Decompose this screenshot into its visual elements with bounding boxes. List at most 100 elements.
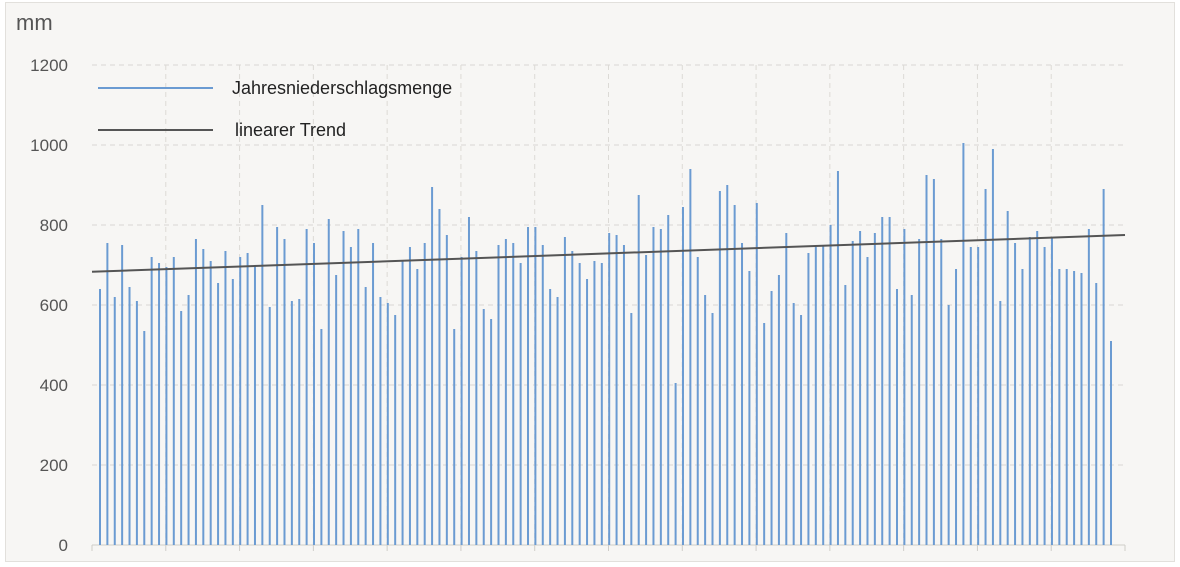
bar-88	[748, 271, 751, 545]
bar-74	[645, 255, 648, 545]
bar-52	[482, 309, 485, 545]
bar-6	[143, 331, 146, 545]
bar-70	[615, 235, 618, 545]
bar-134	[1087, 229, 1090, 545]
y-tick-label-6: 1200	[30, 56, 68, 75]
bar-89	[755, 203, 758, 545]
y-tick-label-0: 0	[59, 536, 68, 555]
bar-50	[467, 217, 470, 545]
y-tick-label-4: 800	[40, 216, 68, 235]
bar-125	[1021, 269, 1024, 545]
legend-label-precipitation: Jahresniederschlagsmenge	[232, 78, 452, 98]
bar-65	[578, 263, 581, 545]
bar-55	[504, 239, 507, 545]
bar-81	[696, 257, 699, 545]
bar-64	[571, 251, 574, 545]
bar-5	[135, 301, 138, 545]
bar-113	[932, 179, 935, 545]
bar-57	[519, 263, 522, 545]
bar-39	[386, 303, 389, 545]
bar-47	[445, 235, 448, 545]
bar-60	[541, 245, 544, 545]
bar-14	[202, 249, 205, 545]
bar-51	[475, 251, 478, 545]
bar-67	[593, 261, 596, 545]
bar-15	[209, 261, 212, 545]
trend-line	[91, 234, 1126, 273]
bar-45	[431, 187, 434, 545]
bar-62	[556, 297, 559, 545]
bar-87	[741, 243, 744, 545]
bar-135	[1095, 283, 1098, 545]
y-unit-label: mm	[16, 10, 53, 35]
bar-117	[962, 143, 965, 545]
bar-16	[217, 283, 220, 545]
bar-116	[955, 269, 958, 545]
bar-101	[844, 285, 847, 545]
bar-131	[1065, 269, 1068, 545]
bar-37	[372, 243, 375, 545]
bar-111	[918, 239, 921, 545]
bar-83	[711, 313, 714, 545]
bar-34	[349, 247, 352, 545]
bar-18	[231, 279, 234, 545]
bar-49	[460, 257, 463, 545]
bar-17	[224, 251, 227, 545]
bar-123	[1006, 211, 1009, 545]
bar-71	[622, 245, 625, 545]
bar-61	[549, 289, 552, 545]
bar-43	[416, 269, 419, 545]
bar-96	[807, 253, 810, 545]
bar-108	[895, 289, 898, 545]
bar-107	[888, 217, 891, 545]
bar-132	[1073, 271, 1076, 545]
bar-104	[866, 257, 869, 545]
bar-2	[113, 297, 116, 545]
bar-94	[792, 303, 795, 545]
bar-115	[947, 305, 950, 545]
bar-110	[910, 295, 913, 545]
bar-19	[239, 257, 242, 545]
bar-54	[497, 245, 500, 545]
bar-103	[859, 231, 862, 545]
bar-97	[814, 247, 817, 545]
bar-4	[128, 287, 131, 545]
bar-127	[1036, 231, 1039, 545]
bar-82	[704, 295, 707, 545]
bar-109	[903, 229, 906, 545]
bar-3	[121, 245, 124, 545]
bar-133	[1080, 273, 1083, 545]
bar-105	[873, 233, 876, 545]
bar-13	[194, 239, 197, 545]
bar-38	[379, 297, 382, 545]
bar-12	[187, 295, 190, 545]
bar-100	[836, 171, 839, 545]
bar-9	[165, 267, 168, 545]
bar-35	[357, 229, 360, 545]
bar-26	[290, 301, 293, 545]
bar-86	[733, 205, 736, 545]
bar-56	[512, 243, 515, 545]
bar-102	[851, 241, 854, 545]
bar-22	[261, 205, 264, 545]
bar-1	[106, 243, 109, 545]
bar-95	[800, 315, 803, 545]
bar-24	[276, 227, 279, 545]
bar-98	[822, 245, 825, 545]
bar-85	[726, 185, 729, 545]
y-tick-label-2: 400	[40, 376, 68, 395]
bar-73	[637, 195, 640, 545]
bar-41	[401, 261, 404, 545]
bar-99	[829, 225, 832, 545]
bar-118	[969, 247, 972, 545]
bar-79	[681, 207, 684, 545]
bar-29	[313, 243, 316, 545]
bar-30	[320, 329, 323, 545]
bar-68	[600, 263, 603, 545]
bar-76	[659, 229, 662, 545]
bar-27	[298, 299, 301, 545]
bar-84	[718, 191, 721, 545]
bar-42	[408, 247, 411, 545]
bar-114	[940, 239, 943, 545]
